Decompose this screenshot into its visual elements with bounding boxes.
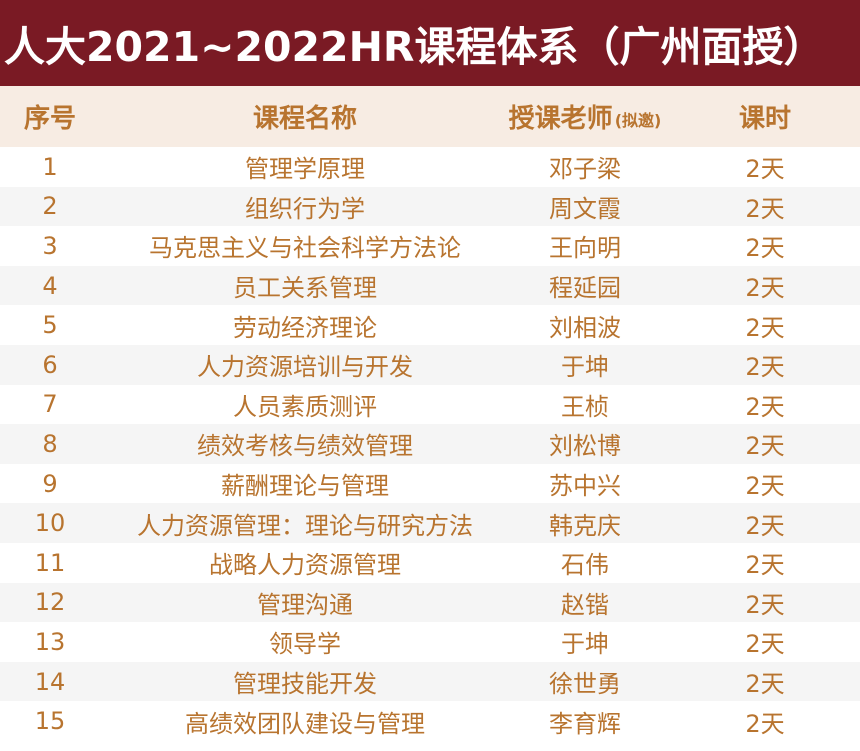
row-course-name: 人力资源管理：理论与研究方法 xyxy=(137,511,473,540)
row-teacher: 于坤 xyxy=(561,353,609,382)
header-teacher: 授课老师 (拟邀) xyxy=(508,86,662,147)
table-row: 10 人力资源管理：理论与研究方法 韩克庆 2天 xyxy=(0,503,860,543)
row-hours: 2天 xyxy=(745,313,785,342)
row-teacher: 王向明 xyxy=(549,234,621,263)
row-index: 13 xyxy=(34,627,66,656)
row-hours: 2天 xyxy=(745,511,785,540)
row-hours: 2天 xyxy=(745,432,785,461)
row-teacher: 于坤 xyxy=(561,630,609,659)
row-course-name: 管理学原理 xyxy=(245,155,365,184)
row-hours: 2天 xyxy=(745,155,785,184)
table-row: 6 人力资源培训与开发 于坤 2天 xyxy=(0,344,860,385)
table-row: 2 组织行为学 周文霞 2天 xyxy=(0,186,860,227)
row-hours: 2天 xyxy=(745,670,785,699)
table-row: 4 员工关系管理 程延园 2天 xyxy=(0,265,860,306)
row-index: 10 xyxy=(34,509,66,538)
row-course-name: 马克思主义与社会科学方法论 xyxy=(149,234,461,263)
row-hours: 2天 xyxy=(745,590,785,619)
table-row: 12 管理沟通 赵锴 2天 xyxy=(0,582,860,623)
row-course-name: 管理技能开发 xyxy=(233,670,377,699)
table-row: 9 薪酬理论与管理 苏中兴 2天 xyxy=(0,464,860,504)
row-course-name: 绩效考核与绩效管理 xyxy=(197,432,413,461)
table-row: 15 高绩效团队建设与管理 李育辉 2天 xyxy=(0,701,860,741)
row-index: 12 xyxy=(34,588,66,617)
row-course-name: 人力资源培训与开发 xyxy=(197,353,413,382)
row-hours: 2天 xyxy=(745,472,785,501)
row-course-name: 领导学 xyxy=(269,630,341,659)
title-banner: 人大2021~2022HR课程体系（广州面授） xyxy=(0,0,860,86)
row-teacher: 韩克庆 xyxy=(549,511,621,540)
row-hours: 2天 xyxy=(745,630,785,659)
row-index: 3 xyxy=(42,231,58,260)
row-teacher: 赵锴 xyxy=(561,590,609,619)
row-index: 6 xyxy=(42,350,58,379)
row-teacher: 石伟 xyxy=(561,551,609,580)
course-table-body: 1 管理学原理 邓子梁 2天 2 组织行为学 周文霞 2天 3 马克思主义与社会科学方法论 王向明 2… xyxy=(0,147,860,741)
row-hours: 2天 xyxy=(745,274,785,303)
table-row: 13 领导学 于坤 2天 xyxy=(0,622,860,662)
row-teacher: 苏中兴 xyxy=(549,472,621,501)
row-course-name: 高绩效团队建设与管理 xyxy=(185,709,425,738)
table-row: 8 绩效考核与绩效管理 刘松博 2天 xyxy=(0,424,860,464)
row-course-name: 员工关系管理 xyxy=(233,274,377,303)
header-teacher-note: (拟邀) xyxy=(614,110,662,130)
header-hours: 课时 xyxy=(738,104,791,134)
row-teacher: 刘相波 xyxy=(549,313,621,342)
row-hours: 2天 xyxy=(745,234,785,263)
row-index: 15 xyxy=(34,707,66,736)
row-teacher: 李育辉 xyxy=(549,709,621,738)
row-course-name: 劳动经济理论 xyxy=(233,313,377,342)
row-hours: 2天 xyxy=(745,194,785,223)
row-index: 2 xyxy=(42,192,58,221)
row-course-name: 战略人力资源管理 xyxy=(209,551,401,580)
row-teacher: 刘松博 xyxy=(549,432,621,461)
table-header: 序号 课程名称 授课老师 (拟邀) 课时 xyxy=(0,86,860,147)
row-teacher: 徐世勇 xyxy=(549,670,621,699)
row-hours: 2天 xyxy=(745,551,785,580)
table-row: 1 管理学原理 邓子梁 2天 xyxy=(0,147,860,187)
row-teacher: 邓子梁 xyxy=(549,155,621,184)
table-row: 7 人员素质测评 王桢 2天 xyxy=(0,385,860,425)
table-row: 11 战略人力资源管理 石伟 2天 xyxy=(0,543,860,583)
row-index: 1 xyxy=(42,152,58,181)
row-index: 4 xyxy=(42,271,58,300)
table-row: 14 管理技能开发 徐世勇 2天 xyxy=(0,661,860,702)
row-index: 5 xyxy=(42,311,58,340)
header-course: 课程名称 xyxy=(252,104,357,134)
row-course-name: 薪酬理论与管理 xyxy=(221,472,389,501)
row-index: 14 xyxy=(34,667,66,696)
page-title: 人大2021~2022HR课程体系（广州面授） xyxy=(4,23,825,71)
row-index: 7 xyxy=(42,390,58,419)
row-hours: 2天 xyxy=(745,392,785,421)
header-teacher-label: 授课老师 xyxy=(508,104,613,134)
table-row: 3 马克思主义与社会科学方法论 王向明 2天 xyxy=(0,226,860,266)
row-hours: 2天 xyxy=(745,353,785,382)
row-course-name: 组织行为学 xyxy=(245,194,365,223)
header-index: 序号 xyxy=(23,104,76,134)
row-hours: 2天 xyxy=(745,709,785,738)
row-course-name: 人员素质测评 xyxy=(233,392,377,421)
row-teacher: 周文霞 xyxy=(549,194,621,223)
row-index: 11 xyxy=(34,548,66,577)
row-course-name: 管理沟通 xyxy=(257,590,353,619)
row-index: 8 xyxy=(42,429,58,458)
row-index: 9 xyxy=(42,469,58,498)
row-teacher: 程延园 xyxy=(549,274,621,303)
table-row: 5 劳动经济理论 刘相波 2天 xyxy=(0,305,860,345)
row-teacher: 王桢 xyxy=(561,392,609,421)
